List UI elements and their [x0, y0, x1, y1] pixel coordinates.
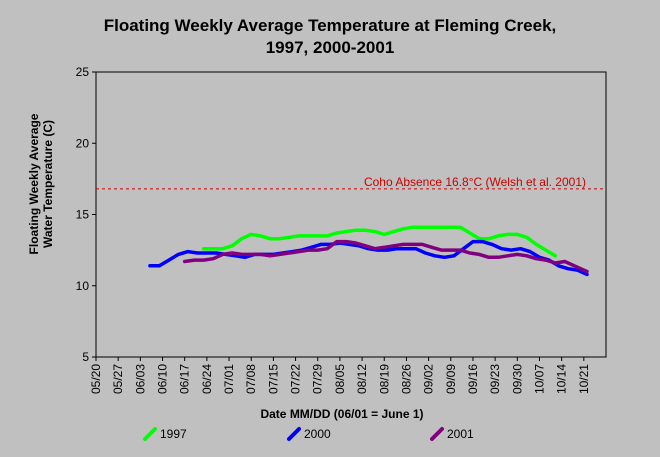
x-axis-title: Date MM/DD (06/01 = June 1) — [260, 407, 423, 421]
x-tick-label: 09/23 — [488, 364, 502, 394]
legend-label-2001: 2001 — [447, 427, 474, 441]
legend-label-1997: 1997 — [160, 427, 187, 441]
x-tick-label: 08/12 — [355, 364, 369, 394]
x-tick-label: 08/19 — [377, 364, 391, 394]
x-tick-label: 09/02 — [422, 364, 436, 394]
legend-label-2000: 2000 — [304, 427, 331, 441]
legend-swatch-1997 — [143, 427, 157, 441]
legend-swatch-2000 — [287, 427, 301, 441]
series-layer — [148, 225, 589, 277]
x-tick-label: 06/10 — [156, 364, 170, 394]
x-tick-label: 09/16 — [466, 364, 480, 394]
plot-frame — [95, 71, 607, 358]
x-axis-ticks: 05/20 05/27 06/03 06/10 06/17 06/24 07/01 07/08… — [89, 357, 591, 394]
x-tick-label: 07/08 — [244, 364, 258, 394]
y-tick-label: 25 — [76, 65, 90, 79]
x-tick-label: 07/29 — [311, 364, 325, 394]
legend: 1997 2000 2001 — [143, 427, 474, 441]
y-tick-label: 10 — [76, 279, 90, 293]
chart-title: Floating Weekly Average Temperature at F… — [104, 16, 557, 35]
x-tick-label: 08/05 — [333, 364, 347, 394]
x-tick-label: 06/03 — [133, 364, 147, 394]
x-tick-label: 06/24 — [200, 364, 214, 394]
y-tick-label: 20 — [76, 136, 90, 150]
y-axis-title-line1: Floating Weekly Average — [27, 113, 41, 254]
x-tick-label: 10/07 — [532, 364, 546, 394]
x-tick-label: 05/20 — [89, 364, 103, 394]
series-line-1997 — [201, 225, 558, 258]
x-tick-label: 10/14 — [555, 364, 569, 394]
x-tick-label: 07/15 — [266, 364, 280, 394]
x-tick-label: 08/26 — [399, 364, 413, 394]
y-tick-label: 5 — [82, 350, 89, 364]
chart-subtitle: 1997, 2000-2001 — [266, 38, 395, 57]
reference-line-label: Coho Absence 16.8°C (Welsh et al. 2001) — [364, 175, 586, 189]
x-tick-label: 07/01 — [222, 364, 236, 394]
x-tick-label: 09/09 — [444, 364, 458, 394]
x-tick-label: 07/22 — [289, 364, 303, 394]
y-axis-ticks: 5 10 15 20 25 — [76, 65, 96, 364]
x-tick-label: 09/30 — [510, 364, 524, 394]
x-tick-label: 06/17 — [178, 364, 192, 394]
y-axis-title-line2: Water Temperature (C) — [41, 120, 55, 248]
y-tick-label: 15 — [76, 208, 90, 222]
x-tick-label: 05/27 — [111, 364, 125, 394]
series-line-2001 — [182, 239, 589, 274]
x-tick-label: 10/21 — [577, 364, 591, 394]
legend-swatch-2001 — [430, 427, 444, 441]
